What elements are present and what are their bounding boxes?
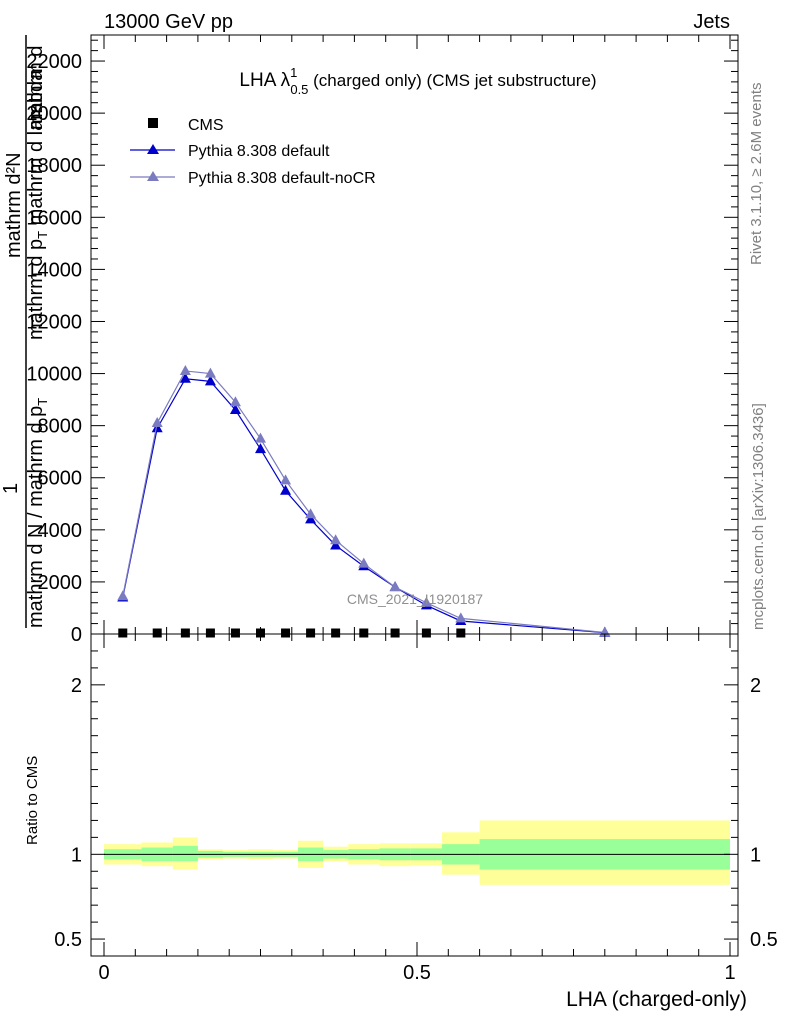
nocr-point bbox=[358, 557, 370, 568]
default-point bbox=[280, 484, 292, 495]
ylabel-third: mathrm d pT mathrm d lambda bbox=[25, 69, 50, 340]
ratio-ytick-label-right: 0.5 bbox=[750, 929, 778, 951]
main-ytick-label: 4000 bbox=[38, 520, 83, 542]
default-point bbox=[204, 375, 216, 386]
main-ytick-label: 20000 bbox=[26, 103, 82, 125]
ratio-y-ticks: 0.5 0.5 1 1 2 2 bbox=[54, 650, 778, 951]
default-point bbox=[229, 404, 241, 415]
ratio-frame bbox=[90, 633, 739, 957]
cms-point bbox=[205, 628, 215, 638]
nocr-series-line bbox=[122, 370, 605, 634]
legend-nocr-marker bbox=[147, 171, 159, 181]
nocr-point bbox=[204, 367, 216, 378]
legend-nocr-label: Pythia 8.308 default-noCR bbox=[188, 170, 376, 187]
mcplots-label: mcplots.cern.ch [arXiv:1306.3436] bbox=[750, 403, 767, 630]
ratio-bands bbox=[104, 820, 730, 885]
rivet-version-label: Rivet 3.1.10, ≥ 2.6M events bbox=[748, 83, 765, 266]
nocr-point bbox=[389, 581, 401, 592]
cms-point bbox=[152, 628, 162, 638]
cms-point bbox=[421, 628, 431, 638]
ratio-xtick-label: 1 bbox=[724, 962, 735, 984]
watermark: CMS_2021_I1920187 bbox=[347, 591, 483, 607]
main-ytick-label: 10000 bbox=[26, 364, 82, 386]
main-title-sub: 0.5 bbox=[290, 82, 308, 97]
main-title: LHA λ1 0.5 (charged only) (CMS jet substr… bbox=[239, 65, 596, 97]
legend-default-marker bbox=[147, 144, 159, 154]
default-point bbox=[305, 513, 317, 524]
main-ytick-label: 14000 bbox=[26, 259, 82, 281]
main-panel: 0 2000 4000 6000 8000 10000 12000 14000 16000 180… bbox=[0, 34, 739, 646]
main-y-ticks: 0 2000 4000 6000 8000 10000 12000 14000 16000 180… bbox=[26, 39, 738, 646]
cms-point bbox=[306, 628, 316, 638]
nocr-point bbox=[179, 364, 191, 375]
main-ytick-label: 2000 bbox=[38, 572, 83, 594]
main-title-suffix: (charged only) (CMS jet substructure) bbox=[308, 71, 596, 90]
cms-point bbox=[256, 628, 265, 638]
main-title-symbol: LHA λ bbox=[239, 70, 290, 91]
legend-cms-label: CMS bbox=[188, 117, 224, 134]
default-point bbox=[179, 372, 191, 383]
ylabel-denominator-text: mathrm d N / mathrm d p bbox=[25, 406, 47, 628]
ylabel-one: 1 bbox=[0, 483, 22, 494]
ylabel-second-rest: mathrm d lambda bbox=[25, 69, 47, 231]
ratio-ytick-label: 2 bbox=[71, 675, 82, 697]
nocr-point bbox=[117, 590, 129, 601]
ylabel-second-prefix: mathrm d p bbox=[25, 239, 47, 340]
header-jets-label: Jets bbox=[693, 11, 730, 33]
ratio-xtick-label: 0 bbox=[98, 962, 109, 984]
cms-point bbox=[390, 628, 400, 638]
ylabel-numerator: mathrm d²N bbox=[3, 152, 25, 258]
ratio-ytick-label-right: 1 bbox=[750, 844, 761, 866]
cms-point bbox=[118, 628, 128, 638]
nocr-point bbox=[229, 396, 241, 407]
ylabel-denominator: mathrm d N / mathrm d pT bbox=[25, 398, 50, 628]
cms-point bbox=[281, 628, 291, 638]
main-ytick-label: 12000 bbox=[26, 311, 82, 333]
main-ytick-label: 18000 bbox=[26, 155, 82, 177]
ratio-panel: 0.5 0.51 12 2 0 0.5 1 Ratio to CMS LHA (charg… bbox=[24, 633, 778, 1011]
ratio-x-axis-label: LHA (charged-only) bbox=[566, 988, 747, 1011]
default-point bbox=[330, 539, 342, 550]
nocr-point bbox=[151, 417, 163, 428]
ratio-ytick-label-right: 2 bbox=[750, 675, 761, 697]
ratio-ytick-label: 0.5 bbox=[54, 929, 82, 951]
cms-point bbox=[359, 628, 369, 638]
ylabel-third-top: mathrm d bbox=[25, 46, 47, 130]
cms-point bbox=[180, 628, 190, 638]
nocr-point bbox=[280, 474, 292, 485]
default-point bbox=[255, 443, 266, 454]
cms-point bbox=[456, 628, 466, 638]
legend-default-label: Pythia 8.308 default bbox=[188, 143, 330, 160]
ratio-x-ticks: 0 0.5 1 bbox=[98, 634, 736, 984]
main-ytick-label: 22000 bbox=[26, 51, 82, 73]
ratio-ytick-label: 1 bbox=[71, 844, 82, 866]
nocr-point bbox=[330, 534, 342, 545]
main-series-group bbox=[117, 364, 611, 638]
cms-point bbox=[331, 628, 341, 638]
legend: CMS Pythia 8.308 default Pythia 8.308 de… bbox=[130, 117, 376, 187]
cms-point bbox=[230, 628, 240, 638]
main-ytick-label: 8000 bbox=[38, 416, 83, 438]
nocr-point bbox=[305, 508, 317, 519]
ylabel-denominator-sub: T bbox=[35, 398, 50, 406]
ratio-xtick-label: 0.5 bbox=[403, 962, 431, 984]
nocr-point bbox=[255, 432, 266, 443]
legend-cms-marker bbox=[148, 118, 158, 128]
main-ytick-label: 0 bbox=[71, 624, 82, 646]
main-ytick-label: 6000 bbox=[38, 468, 83, 490]
ratio-band-green bbox=[172, 845, 198, 862]
nocr-point bbox=[420, 596, 432, 607]
nocr-point bbox=[455, 612, 467, 623]
main-x-ticks bbox=[103, 35, 731, 634]
ylabel-second-sub: T bbox=[35, 231, 50, 239]
default-point bbox=[151, 422, 163, 433]
header-energy-label: 13000 GeV pp bbox=[104, 11, 233, 33]
main-title-sup: 1 bbox=[290, 65, 297, 80]
main-y-axis-label: mathrm d²N mathrm d pT mathrm d lambda m… bbox=[0, 35, 50, 628]
default-series-line bbox=[122, 378, 605, 634]
main-ytick-label: 16000 bbox=[26, 207, 82, 229]
ratio-y-axis-label: Ratio to CMS bbox=[24, 756, 41, 845]
